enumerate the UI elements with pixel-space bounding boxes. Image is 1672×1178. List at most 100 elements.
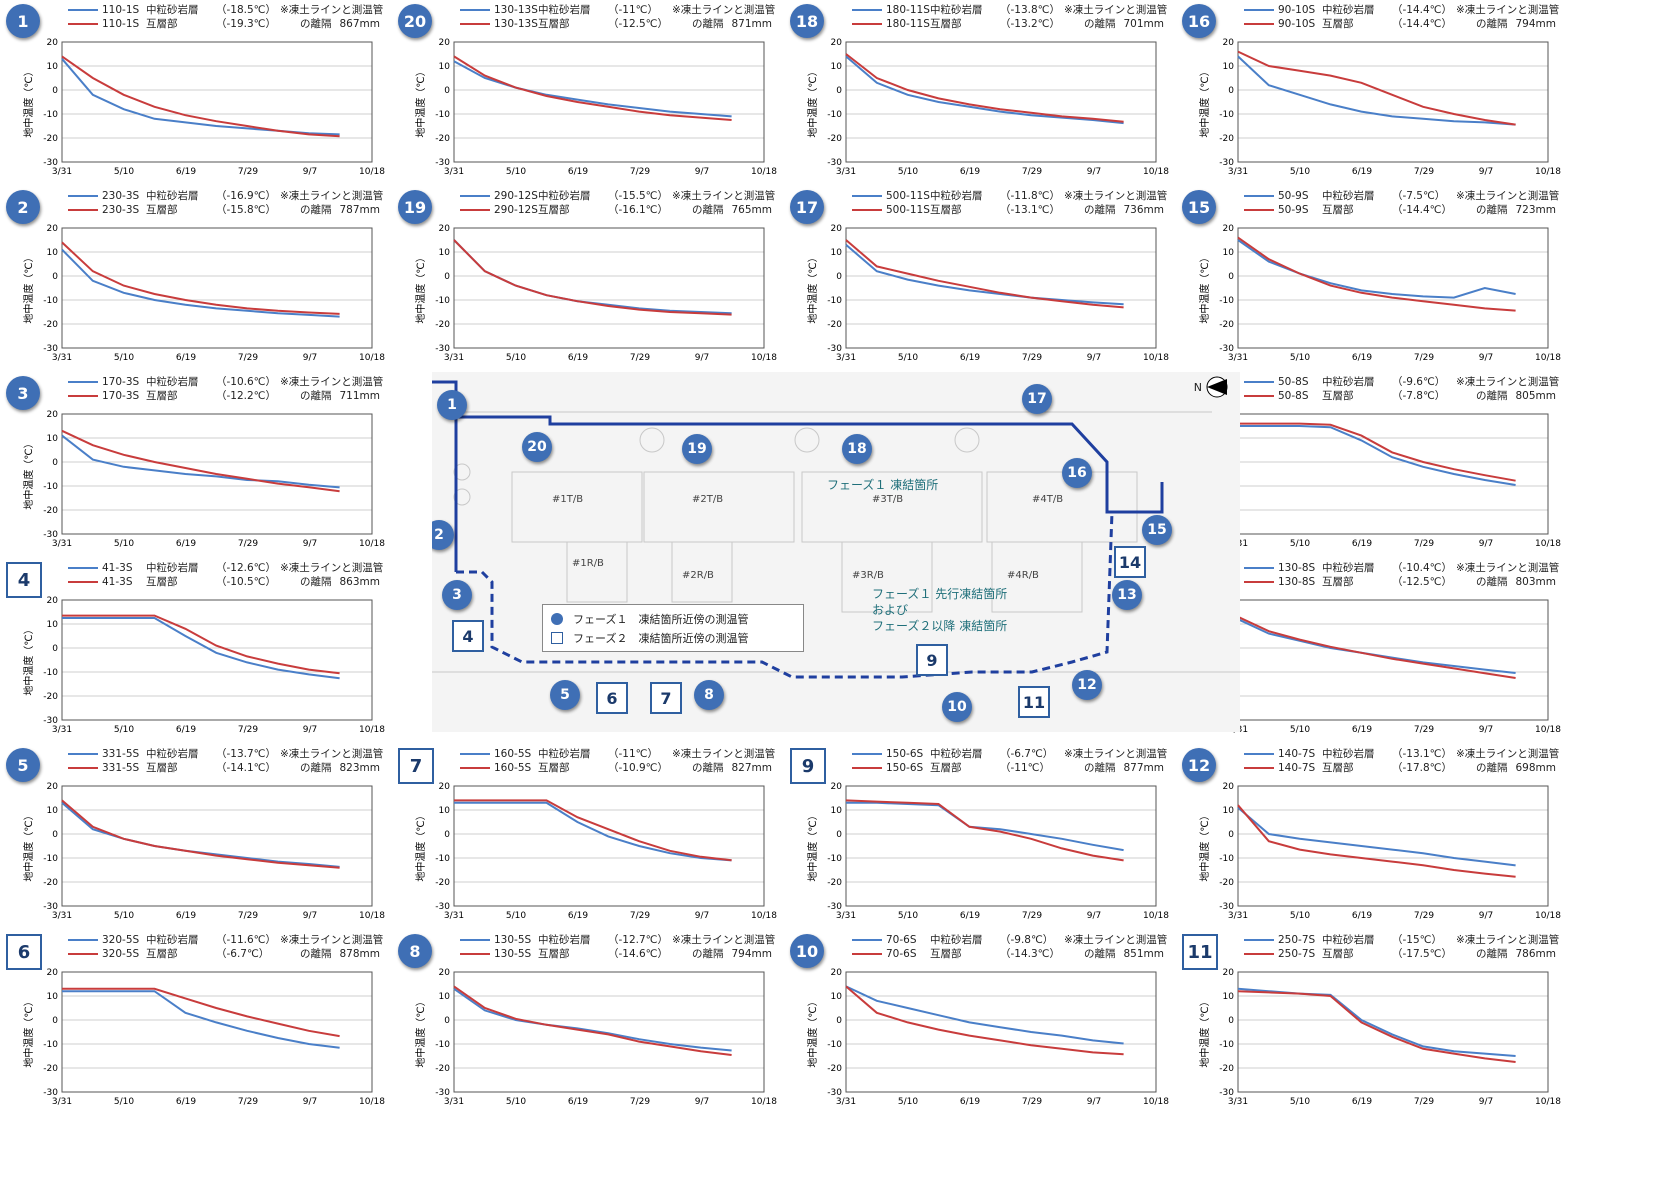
- y-tick-label: -20: [827, 134, 842, 144]
- x-tick-label: 6/19: [568, 167, 588, 177]
- y-tick-label: 0: [836, 272, 842, 282]
- layer-name: 中粒砂岩層: [1322, 376, 1375, 388]
- y-tick-label: 20: [1223, 38, 1235, 48]
- x-tick-label: 7/29: [238, 167, 258, 177]
- plot-frame: [845, 41, 1157, 163]
- sensor-code: 290-12S: [494, 190, 538, 202]
- layer-name: 中粒砂岩層: [1322, 748, 1375, 760]
- series-fine-sandstone: [845, 244, 1124, 306]
- sensor-code: 90-10S: [1278, 4, 1316, 16]
- layer-name: 互層部: [930, 948, 962, 960]
- distance-value: 863mm: [339, 576, 381, 588]
- legend-swatch: [68, 767, 98, 769]
- x-tick-label: 6/19: [1352, 911, 1372, 921]
- layer-name: 互層部: [146, 390, 178, 402]
- x-tick-label: 7/29: [630, 911, 650, 921]
- map-marker-7: 7: [650, 682, 682, 714]
- temperature-chart: 20 10 0 -10 -20 -303/31 5/10 6/19 7/29 9/7 10/18 地中…: [1198, 968, 1561, 1107]
- series-interbedded: [61, 241, 340, 315]
- temperature-chart: 20 10 0 -10 -20 -303/31 5/10 6/19 7/29 9/7 10/18 地中…: [806, 38, 1169, 177]
- y-tick-label: 0: [52, 644, 58, 654]
- y-tick-label: -30: [827, 1088, 842, 1098]
- final-temperature: （-9.8℃）: [1000, 934, 1054, 946]
- distance-note: ※凍土ラインと測温管 の離隔 827mm: [672, 748, 776, 774]
- sensor-code: 130-8S: [1278, 562, 1316, 574]
- layer-name: 中粒砂岩層: [1322, 562, 1375, 574]
- plot-frame: [453, 227, 765, 349]
- x-tick-label: 7/29: [1414, 167, 1434, 177]
- distance-note: ※凍土ラインと測温管 の離隔 711mm: [280, 376, 384, 402]
- x-tick-label: 7/29: [630, 167, 650, 177]
- legend-swatch: [852, 753, 882, 755]
- y-tick-label: 0: [444, 272, 450, 282]
- distance-note: ※凍土ラインと測温管 の離隔 701mm: [1064, 4, 1168, 30]
- distance-value: 877mm: [1123, 762, 1165, 774]
- y-tick-label: -30: [435, 344, 450, 354]
- series-interbedded: [453, 239, 732, 316]
- y-axis-label: 地中温度（℃）: [414, 66, 427, 137]
- y-tick-label: 10: [439, 992, 451, 1002]
- plot-frame: [61, 599, 373, 721]
- y-tick-label: -10: [827, 854, 842, 864]
- y-tick-label: -30: [43, 1088, 58, 1098]
- layer-name: 中粒砂岩層: [146, 748, 199, 760]
- legend-swatch: [1244, 209, 1274, 211]
- x-tick-label: 9/7: [303, 911, 317, 921]
- x-tick-label: 10/18: [1535, 725, 1561, 735]
- x-tick-label: 6/19: [568, 911, 588, 921]
- layer-name: 互層部: [1322, 18, 1354, 30]
- temperature-chart: 20 10 0 -10 -20 -303/31 5/10 6/19 7/29 9/7 10/18 地中…: [414, 224, 777, 363]
- y-tick-label: -20: [43, 134, 58, 144]
- temperature-panel-16: 16 90-10S 中粒砂岩層 （-14.4℃） 90-10S 互層部 （-14.4℃） ※凍…: [1176, 0, 1566, 190]
- distance-note: ※凍土ラインと測温管 の離隔 851mm: [1064, 934, 1168, 960]
- y-tick-label: -10: [1219, 854, 1234, 864]
- y-axis-label: 地中温度（℃）: [414, 252, 427, 323]
- x-tick-label: 6/19: [176, 353, 196, 363]
- legend-swatch: [68, 195, 98, 197]
- y-tick-label: -20: [43, 1064, 58, 1074]
- y-tick-label: 10: [831, 62, 843, 72]
- panel-number-badge: 11: [1182, 934, 1218, 970]
- x-tick-label: 5/10: [114, 911, 134, 921]
- distance-value: 736mm: [1123, 204, 1165, 216]
- legend-entry-inter: 140-7S 互層部 （-17.8℃）: [1244, 761, 1452, 775]
- final-temperature: （-13.1℃）: [1392, 748, 1452, 760]
- series-interbedded: [453, 55, 732, 121]
- final-temperature: （-13.8℃）: [1000, 4, 1060, 16]
- panel-number-badge: 5: [6, 748, 40, 782]
- x-tick-label: 10/18: [751, 911, 777, 921]
- distance-value: 794mm: [1515, 18, 1557, 30]
- temperature-chart: 20 10 0 -10 -20 -303/31 5/10 6/19 7/29 9/7 10/18 地中…: [1198, 38, 1561, 177]
- temperature-panel-2: 2 230-3S 中粒砂岩層 （-16.9℃） 230-3S 互層部 （-15.8℃） ※凍土…: [0, 186, 390, 376]
- y-tick-label: -30: [1219, 902, 1234, 912]
- x-tick-label: 3/31: [52, 539, 72, 549]
- legend-swatch: [1244, 753, 1274, 755]
- layer-name: 互層部: [538, 762, 570, 774]
- plot-frame: [61, 227, 373, 349]
- panel-legend: 130-5S 中粒砂岩層 （-12.7℃） 130-5S 互層部 （-14.6℃）: [460, 933, 668, 961]
- site-map: #1T/B #2T/B #3T/B #4T/B #1R/B #2R/B #3R/…: [432, 372, 1240, 732]
- x-tick-label: 6/19: [960, 353, 980, 363]
- map-marker-10: 10: [942, 692, 972, 722]
- sensor-code: 150-6S: [886, 748, 924, 760]
- legend-entry-inter: 130-13S 互層部 （-12.5℃）: [460, 17, 668, 31]
- panel-legend: 50-8S 中粒砂岩層 （-9.6℃） 50-8S 互層部 （-7.8℃）: [1244, 375, 1445, 403]
- series-interbedded: [845, 799, 1124, 862]
- x-tick-label: 6/19: [960, 911, 980, 921]
- temperature-panel-12: 12 140-7S 中粒砂岩層 （-13.1℃） 140-7S 互層部 （-17.8℃） ※凍…: [1176, 744, 1566, 934]
- legend-swatch: [460, 9, 490, 11]
- legend-entry-inter: 180-11S 互層部 （-13.2℃）: [852, 17, 1060, 31]
- final-temperature: （-11.8℃）: [1000, 190, 1060, 202]
- y-tick-label: 20: [439, 968, 451, 978]
- temperature-chart: 20 10 0 -10 -20 -303/31 5/10 6/19 7/29 9/7 10/18 地中…: [414, 968, 777, 1107]
- map-marker-16: 16: [1062, 458, 1092, 488]
- legend-entry-fine: 290-12S 中粒砂岩層 （-15.5℃）: [460, 189, 668, 203]
- phase2-frozen-line: [456, 511, 1114, 679]
- y-tick-label: -20: [1219, 878, 1234, 888]
- building-2tb: #2T/B: [692, 494, 724, 505]
- distance-note: ※凍土ラインと測温管 の離隔 863mm: [280, 562, 384, 588]
- layer-name: 互層部: [146, 576, 178, 588]
- x-tick-label: 5/10: [114, 1097, 134, 1107]
- y-tick-label: -10: [827, 1040, 842, 1050]
- final-temperature: （-12.5℃）: [608, 18, 668, 30]
